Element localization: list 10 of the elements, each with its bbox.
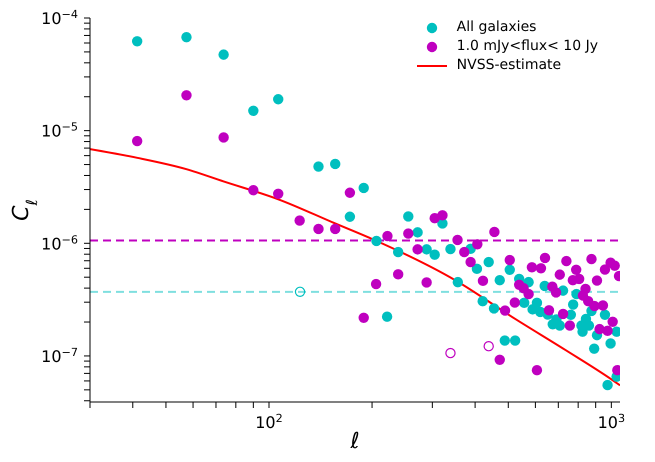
y-tick-label: 10$^{−5}$ xyxy=(41,120,78,141)
x-axis-title: ℓ xyxy=(349,429,360,454)
x-tick-label: 10$^{2}$ xyxy=(255,412,283,432)
legend-label: 1.0 mJy<flux< 10 Jy xyxy=(456,37,598,56)
legend-label: NVSS-estimate xyxy=(456,56,562,75)
y-tick-label: 10$^{−4}$ xyxy=(41,8,78,28)
y-tick-label: 10$^{−7}$ xyxy=(41,345,78,366)
x-tick-label: 10$^{3}$ xyxy=(598,412,626,432)
legend-label: All galaxies xyxy=(456,18,536,37)
y-tick-label: 10$^{−6}$ xyxy=(41,232,78,254)
